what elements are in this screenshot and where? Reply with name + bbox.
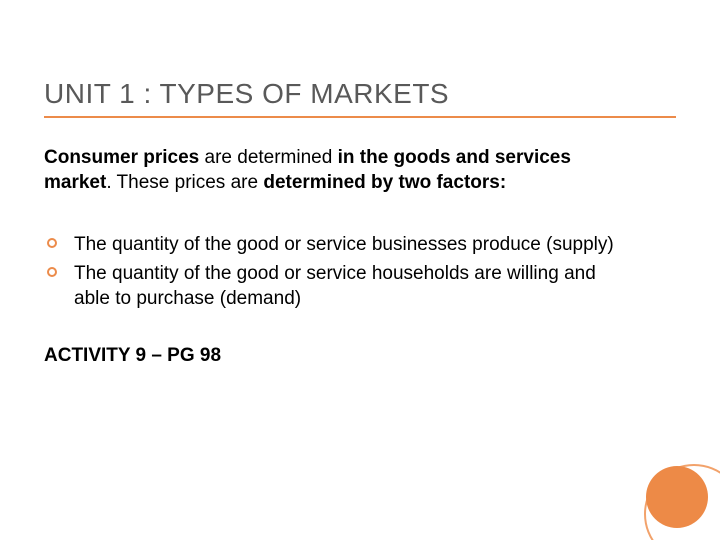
list-item: The quantity of the good or service busi… <box>44 233 624 258</box>
intro-lead: Consumer prices <box>44 147 199 168</box>
activity-label: ACTIVITY 9 – PG 98 <box>44 345 676 367</box>
intro-bold4: determined by two factors: <box>263 172 506 193</box>
bullet-list: The quantity of the good or service busi… <box>44 233 624 311</box>
intro-text1: are determined <box>199 147 337 168</box>
list-item: The quantity of the good or service hous… <box>44 262 624 311</box>
bullet-text: The quantity of the good or service hous… <box>74 263 596 309</box>
intro-paragraph: Consumer prices are determined in the go… <box>44 146 624 195</box>
bullet-text: The quantity of the good or service busi… <box>74 234 614 255</box>
bullet-icon <box>47 267 57 277</box>
slide-container: UNIT 1 : TYPES OF MARKETS Consumer price… <box>0 0 720 540</box>
intro-text3: . These prices are <box>106 172 263 193</box>
bullet-icon <box>47 238 57 248</box>
slide-title: UNIT 1 : TYPES OF MARKETS <box>44 78 676 118</box>
decor-circle-fill <box>646 466 708 528</box>
